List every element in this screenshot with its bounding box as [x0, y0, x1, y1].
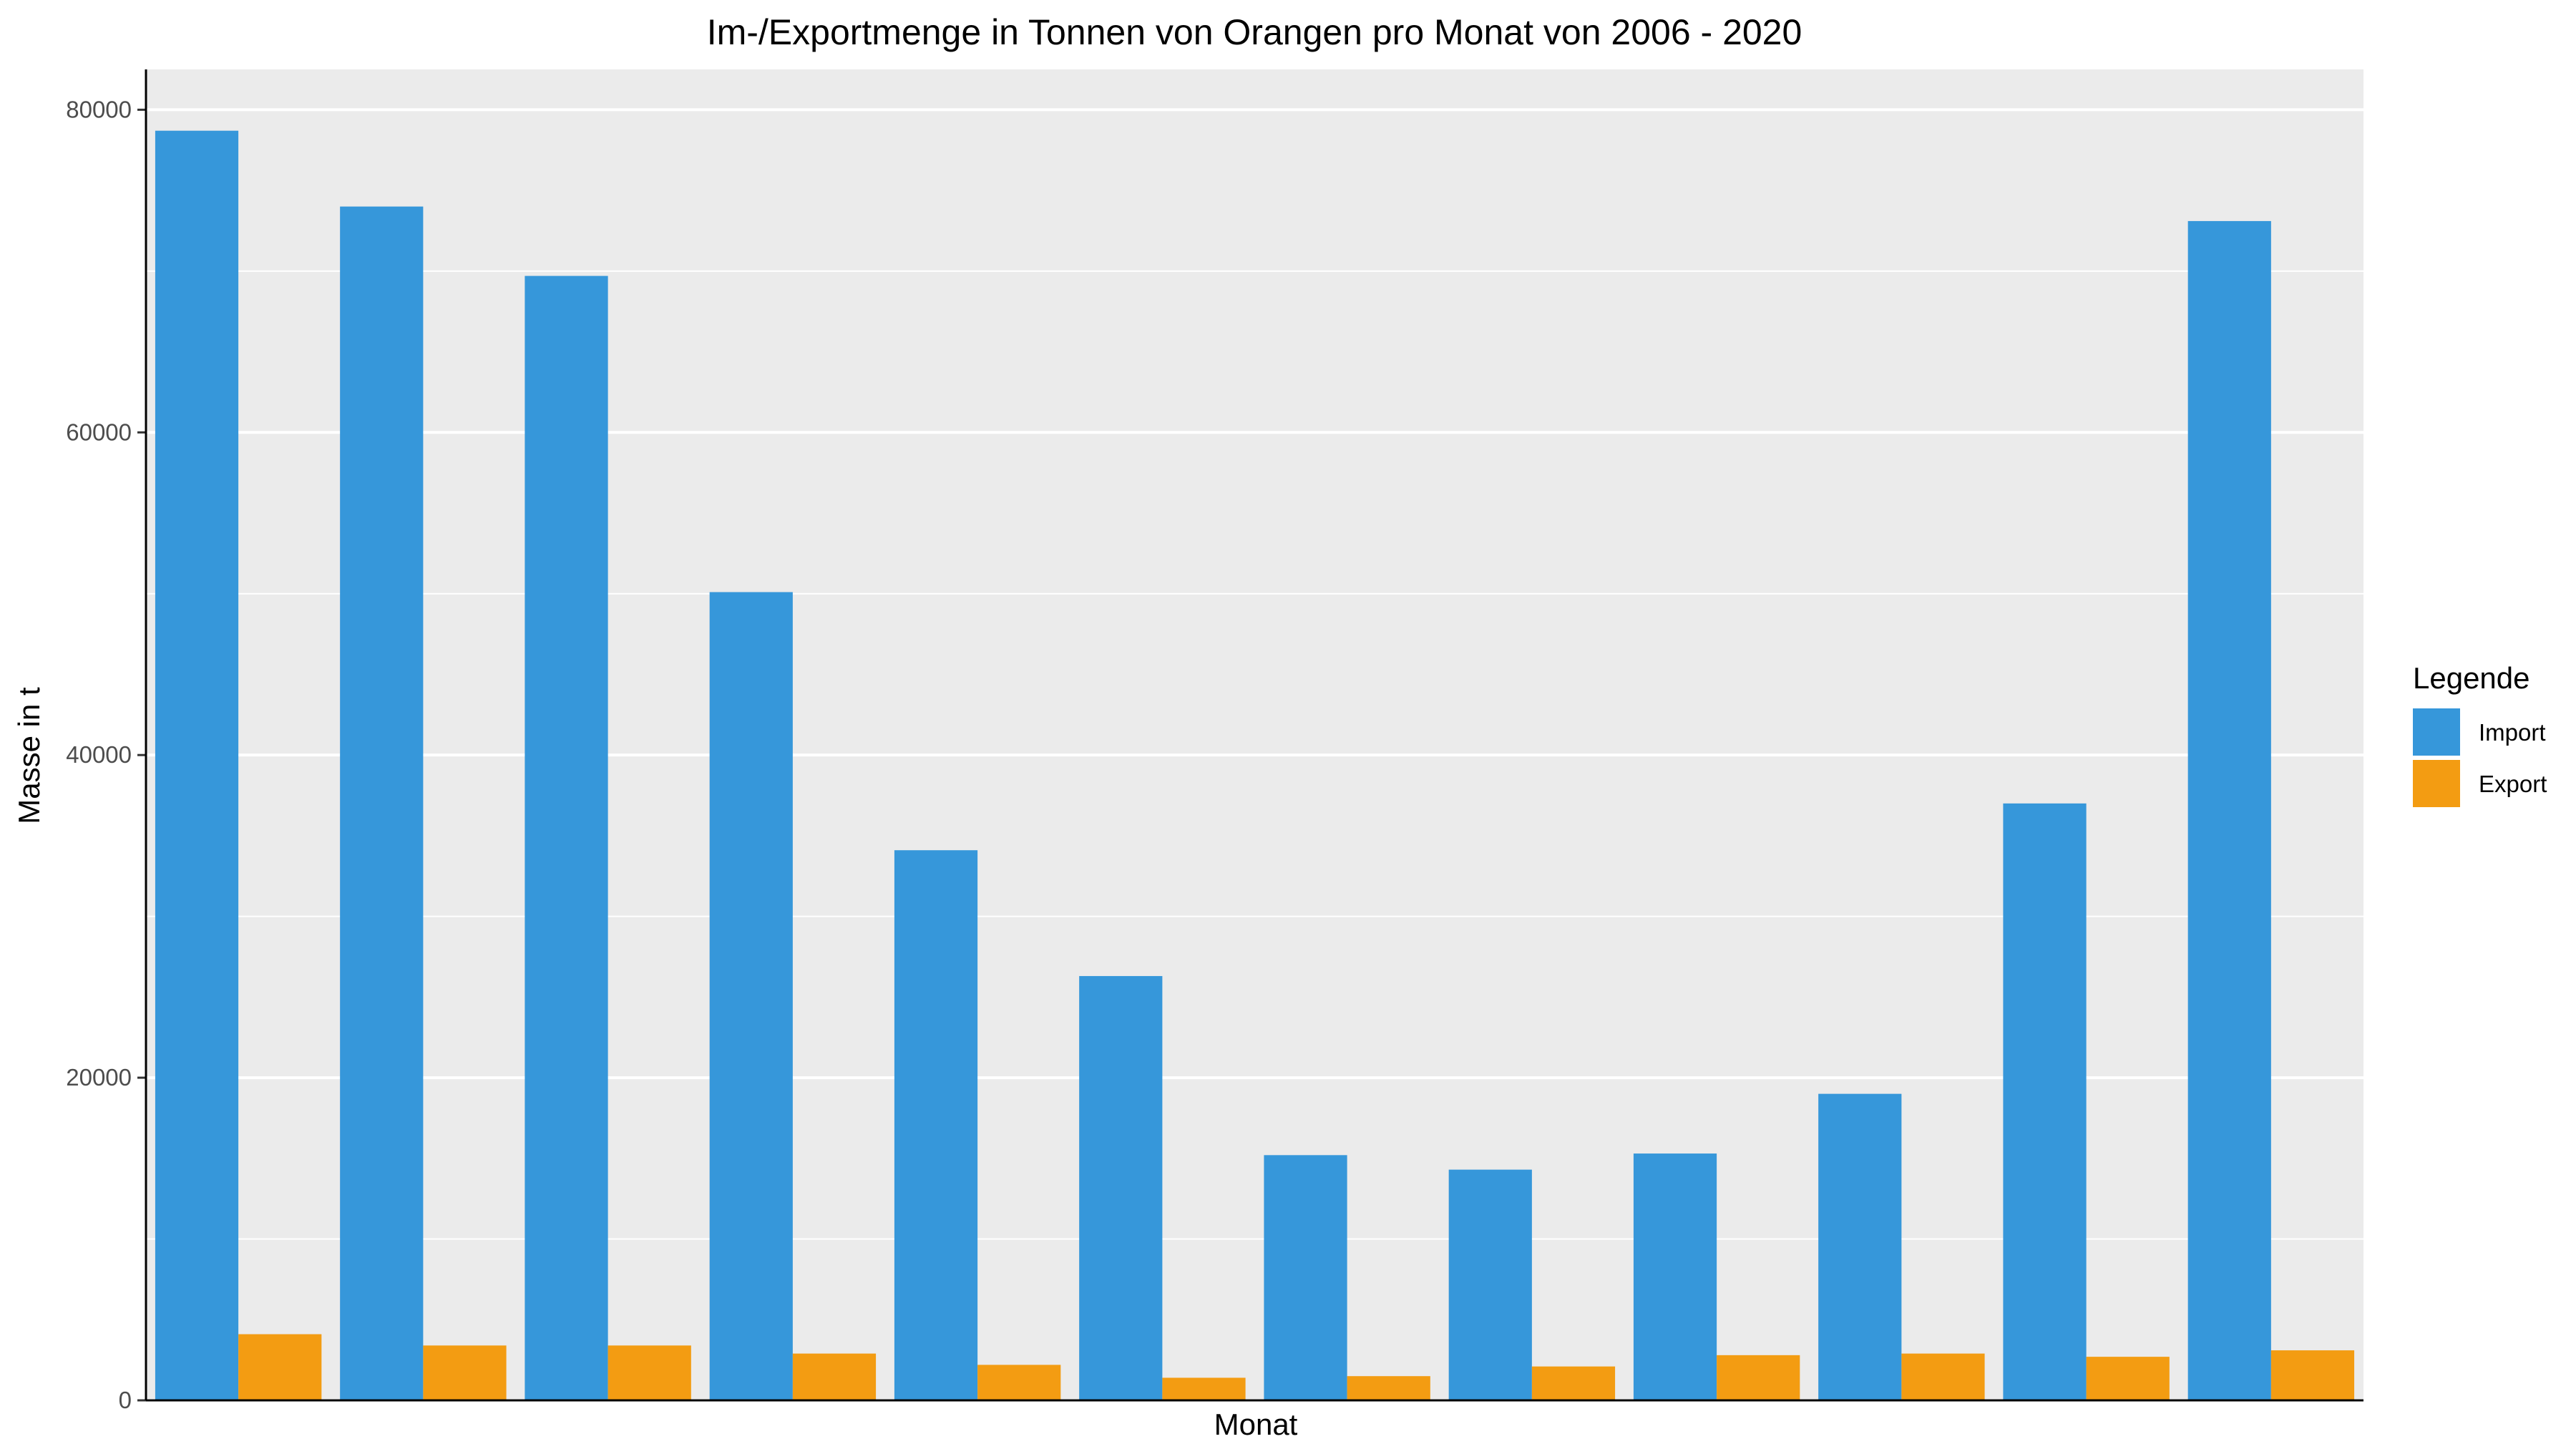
- bar-export: [238, 1334, 322, 1400]
- bar-import: [2003, 803, 2087, 1400]
- grid-lines: [146, 108, 2363, 1402]
- plot-panel: [146, 69, 2363, 1400]
- bar-import: [1448, 1169, 1532, 1400]
- bar-import: [1264, 1155, 1347, 1400]
- y-tick-label: 0: [119, 1387, 132, 1413]
- legend-label-export: Export: [2479, 771, 2547, 797]
- bar-import: [1818, 1093, 1902, 1400]
- bar-export: [1531, 1366, 1616, 1400]
- bar-export: [1162, 1377, 1246, 1400]
- y-axis-title: Masse in t: [12, 687, 46, 824]
- chart-title: Im-/Exportmenge in Tonnen von Orangen pr…: [707, 12, 1802, 52]
- bar-export: [792, 1353, 877, 1400]
- bar-export: [1901, 1353, 1985, 1400]
- bar-import: [894, 850, 978, 1400]
- bar-export: [977, 1365, 1061, 1400]
- legend: Legende Import Export: [2413, 661, 2547, 807]
- legend-label-import: Import: [2479, 719, 2546, 746]
- y-tick-label: 80000: [66, 96, 132, 122]
- bar-import: [525, 275, 608, 1401]
- x-axis-title: Monat: [1214, 1407, 1298, 1441]
- bar-export: [2086, 1357, 2170, 1400]
- bar-export: [1717, 1355, 1800, 1400]
- y-tick-label: 40000: [66, 741, 132, 768]
- bar-import: [1633, 1153, 1717, 1400]
- bar-import: [1079, 976, 1163, 1400]
- bars: [155, 130, 2355, 1401]
- bar-export: [423, 1345, 507, 1400]
- legend-key-export: [2413, 760, 2460, 807]
- panel-background: [146, 69, 2363, 1400]
- bar-import: [2187, 220, 2271, 1401]
- bar-export: [608, 1345, 691, 1400]
- y-tick-label: 60000: [66, 419, 132, 445]
- axes: 0 20000 40000 60000 80000: [66, 69, 2363, 1413]
- bar-import: [155, 130, 239, 1400]
- y-tick-label: 20000: [66, 1064, 132, 1091]
- bar-import: [340, 206, 424, 1400]
- legend-title: Legende: [2413, 661, 2530, 695]
- bar-export: [2270, 1350, 2355, 1400]
- legend-key-import: [2413, 708, 2460, 756]
- bar-export: [1347, 1376, 1430, 1400]
- bar-import: [709, 592, 793, 1401]
- legend-items: Import Export: [2413, 708, 2547, 807]
